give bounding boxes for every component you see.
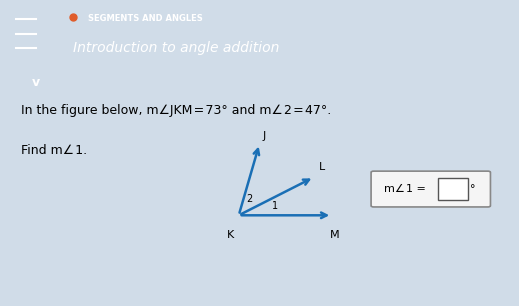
Text: Introduction to angle addition: Introduction to angle addition <box>73 42 279 55</box>
Text: m∠ 1 =: m∠ 1 = <box>384 184 429 194</box>
Text: SEGMENTS AND ANGLES: SEGMENTS AND ANGLES <box>88 14 203 23</box>
FancyBboxPatch shape <box>371 171 490 207</box>
Text: Find m∠ 1.: Find m∠ 1. <box>21 144 87 157</box>
Text: °: ° <box>470 184 475 194</box>
Text: L: L <box>319 162 325 172</box>
Text: v: v <box>32 76 40 89</box>
Text: 1: 1 <box>272 201 278 211</box>
Text: In the figure below, m∠JKM = 73° and m∠ 2 = 47°.: In the figure below, m∠JKM = 73° and m∠ … <box>21 104 331 117</box>
Text: K: K <box>227 230 235 240</box>
Text: J: J <box>262 131 265 141</box>
FancyBboxPatch shape <box>438 178 468 200</box>
Text: M: M <box>330 230 339 240</box>
Text: 2: 2 <box>246 194 252 203</box>
